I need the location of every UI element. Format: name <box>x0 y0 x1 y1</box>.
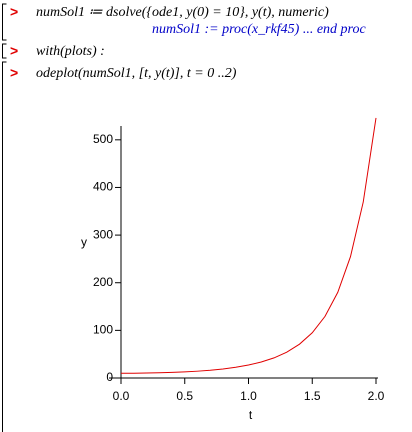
x-tick-label: 0.5 <box>176 389 193 403</box>
bracket <box>2 43 7 59</box>
y-tick-label: 500 <box>93 132 113 146</box>
y-tick-label: 0 <box>106 370 113 384</box>
output-line: numSol1 := proc(x_rkf45) ... end proc <box>152 22 366 37</box>
bracket <box>2 3 7 41</box>
input-line[interactable]: with(plots) : <box>36 44 105 59</box>
y-tick-label: 200 <box>93 275 113 289</box>
data-line <box>120 117 377 374</box>
plot: 0.0 0.5 1.0 1.5 2.0 0 100 200 300 400 500 t y <box>81 117 385 422</box>
y-tick-label: 400 <box>93 180 113 194</box>
group-brackets <box>2 3 7 432</box>
bracket <box>2 61 7 432</box>
input-line[interactable]: odeplot(numSol1, [t, y(t)], t = 0 ..2) <box>36 66 237 81</box>
x-tick-label: 2.0 <box>368 389 385 403</box>
prompt: > <box>10 65 18 81</box>
y-tick-label: 100 <box>93 323 113 337</box>
prompt: > <box>10 4 18 20</box>
x-tick-label: 1.5 <box>304 389 321 403</box>
y-axis-label: y <box>81 235 87 249</box>
y-tick-label: 300 <box>93 227 113 241</box>
prompt: > <box>10 43 18 59</box>
x-tick-label: 1.0 <box>240 389 257 403</box>
input-line[interactable]: numSol1 ≔ dsolve({ode1, y(0) = 10}, y(t)… <box>36 5 329 20</box>
x-axis-label: t <box>249 408 253 422</box>
x-tick-label: 0.0 <box>113 389 130 403</box>
